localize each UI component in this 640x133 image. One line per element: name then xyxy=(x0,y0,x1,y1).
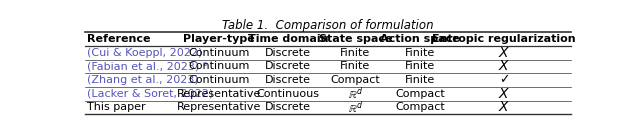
Text: Compact: Compact xyxy=(395,102,445,112)
Text: Continuum: Continuum xyxy=(188,48,250,58)
Text: Representative: Representative xyxy=(177,102,261,112)
Text: Time domain: Time domain xyxy=(248,34,328,44)
Text: Finite: Finite xyxy=(340,48,371,58)
Text: Action space: Action space xyxy=(380,34,460,44)
Text: State space: State space xyxy=(319,34,392,44)
Text: $\mathit{X}$: $\mathit{X}$ xyxy=(498,100,510,114)
Text: Finite: Finite xyxy=(404,48,435,58)
Text: Reference: Reference xyxy=(88,34,151,44)
Text: ✓: ✓ xyxy=(499,74,509,87)
Text: Discrete: Discrete xyxy=(266,75,311,85)
Text: This paper: This paper xyxy=(88,102,146,112)
Text: (Fabian et al., 2023) ³: (Fabian et al., 2023) ³ xyxy=(88,61,208,71)
Text: (Cui & Koeppl, 2022): (Cui & Koeppl, 2022) xyxy=(88,48,203,58)
Text: Table 1.  Comparison of formulation: Table 1. Comparison of formulation xyxy=(222,19,434,32)
Text: Continuous: Continuous xyxy=(257,89,320,99)
Text: Finite: Finite xyxy=(404,61,435,71)
Text: Finite: Finite xyxy=(404,75,435,85)
Text: Finite: Finite xyxy=(340,61,371,71)
Text: (Zhang et al., 2023): (Zhang et al., 2023) xyxy=(88,75,199,85)
Text: Compact: Compact xyxy=(330,75,380,85)
Text: Player-type: Player-type xyxy=(183,34,255,44)
Text: Compact: Compact xyxy=(395,89,445,99)
Text: Representative: Representative xyxy=(177,89,261,99)
Text: $\mathit{X}$: $\mathit{X}$ xyxy=(498,87,510,101)
Text: $\mathbb{R}^d$: $\mathbb{R}^d$ xyxy=(348,99,363,116)
Text: Continuum: Continuum xyxy=(188,75,250,85)
Text: Discrete: Discrete xyxy=(266,61,311,71)
Text: Entropic regularization: Entropic regularization xyxy=(432,34,576,44)
Text: $\mathit{X}$: $\mathit{X}$ xyxy=(498,46,510,60)
Text: $\mathbb{R}^d$: $\mathbb{R}^d$ xyxy=(348,86,363,102)
Text: Discrete: Discrete xyxy=(266,102,311,112)
Text: (Lacker & Soret, 2022): (Lacker & Soret, 2022) xyxy=(88,89,214,99)
Text: Continuum: Continuum xyxy=(188,61,250,71)
Text: $\mathit{X}$: $\mathit{X}$ xyxy=(498,59,510,73)
Text: Discrete: Discrete xyxy=(266,48,311,58)
